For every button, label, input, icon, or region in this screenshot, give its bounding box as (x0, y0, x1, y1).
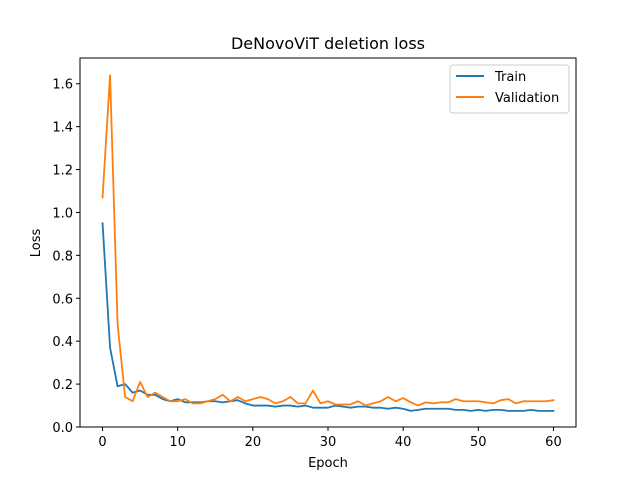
x-tick-label: 10 (169, 435, 186, 450)
series-line-validation (101, 74, 555, 407)
axis-ticks: 0 10 20 30 40 50 60 0.0 0.2 0.4 0.6 0.8 1.0 1.2 1.4 1.6 (52, 78, 561, 450)
x-tick-label: 40 (395, 435, 412, 450)
y-tick-label: 0.8 (52, 249, 73, 264)
y-tick-label: 1.0 (52, 206, 73, 221)
plot-area (101, 74, 555, 412)
y-tick-label: 1.6 (52, 78, 73, 93)
y-tick-label: 0.2 (52, 378, 73, 393)
x-tick-label: 20 (245, 435, 262, 450)
legend-label-validation: Validation (495, 91, 559, 106)
x-tick-label: 60 (545, 435, 562, 450)
y-tick-label: 0.0 (52, 421, 73, 436)
y-tick-label: 1.4 (52, 121, 73, 136)
plot-frame (79, 57, 577, 428)
x-tick-label: 0 (98, 435, 106, 450)
x-tick-label: 50 (470, 435, 487, 450)
y-tick-label: 0.6 (52, 292, 73, 307)
legend-label-train: Train (494, 70, 526, 85)
y-tick-label: 0.4 (52, 335, 73, 350)
chart-title: DeNovoViT deletion loss (231, 34, 425, 53)
y-axis-label: Loss (29, 229, 44, 258)
y-tick-label: 1.2 (52, 164, 73, 179)
x-axis-label: Epoch (308, 456, 348, 471)
series-line-train (101, 222, 555, 412)
x-tick-label: 30 (320, 435, 337, 450)
legend: Train Validation (449, 64, 570, 114)
